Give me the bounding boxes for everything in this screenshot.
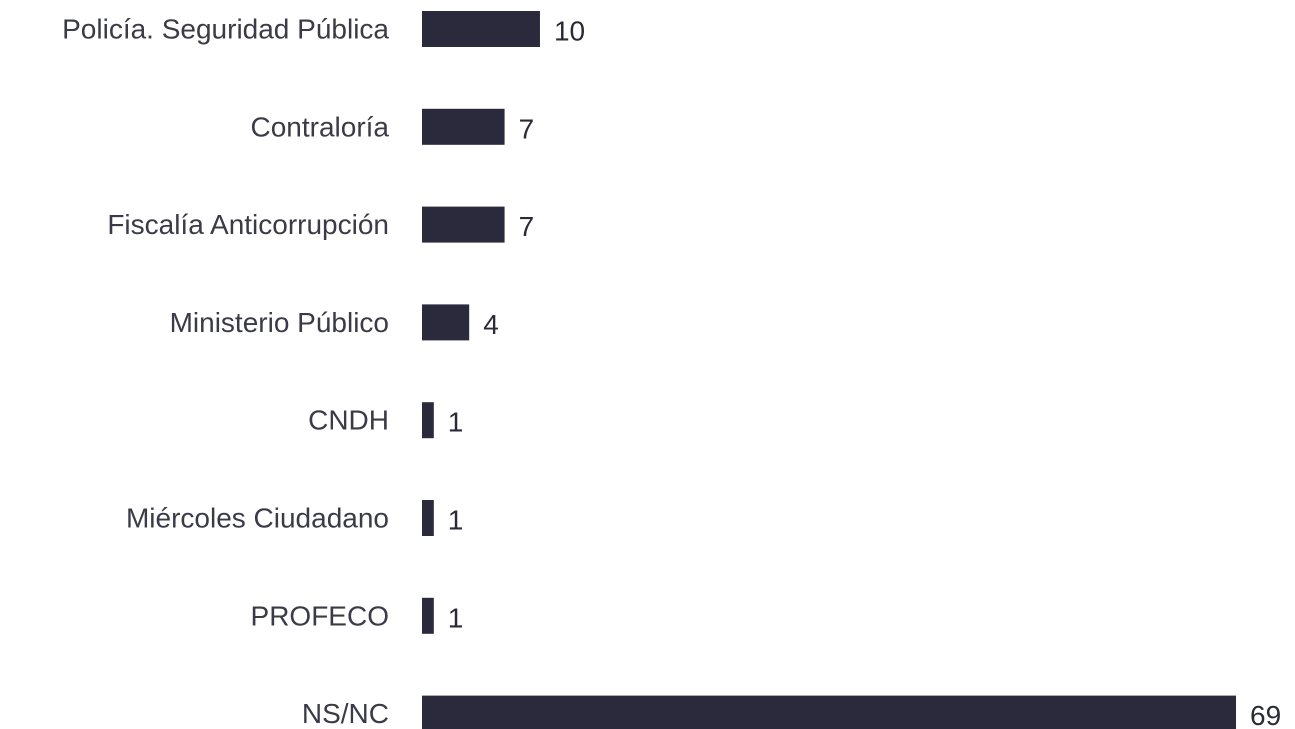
category-labels: Policía. Seguridad Pública Contraloría Fis… xyxy=(62,14,389,729)
value-label: 1 xyxy=(448,505,464,536)
value-label: 1 xyxy=(448,602,464,633)
bar xyxy=(422,108,505,145)
bar xyxy=(422,304,470,341)
category-label: Fiscalía Anticorrupción xyxy=(107,209,389,240)
bars xyxy=(422,11,1236,729)
category-label: CNDH xyxy=(308,405,389,436)
bar xyxy=(422,695,1236,729)
value-label: 69 xyxy=(1250,700,1281,729)
value-label: 10 xyxy=(554,16,585,47)
bar xyxy=(422,500,434,536)
category-label: Ministerio Público xyxy=(170,307,389,338)
bar xyxy=(422,597,434,634)
value-label: 7 xyxy=(519,211,535,242)
bar xyxy=(422,206,505,243)
category-label: Policía. Seguridad Pública xyxy=(62,14,389,45)
category-label: Contraloría xyxy=(250,111,389,142)
value-label: 7 xyxy=(519,113,535,144)
bar xyxy=(422,402,434,439)
value-labels: 10 7 7 4 1 1 1 69 xyxy=(448,16,1281,729)
value-label: 1 xyxy=(448,407,464,438)
bar xyxy=(422,11,540,47)
category-label: PROFECO xyxy=(251,600,389,631)
value-label: 4 xyxy=(483,309,499,340)
category-label: Miércoles Ciudadano xyxy=(126,503,389,534)
category-label: NS/NC xyxy=(302,698,389,729)
